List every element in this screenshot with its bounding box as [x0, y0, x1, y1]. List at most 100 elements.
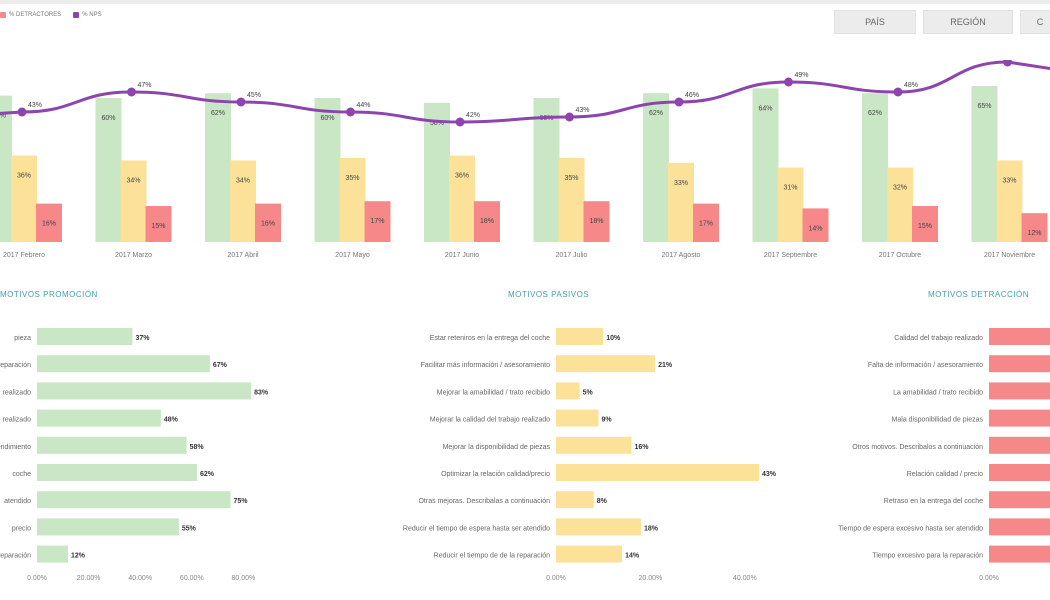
- bar-label-s1-9: 33%: [1002, 177, 1016, 184]
- x-tick-1: 20.00%: [77, 575, 101, 582]
- top-strip: [0, 0, 1050, 4]
- nps-label-3: 44%: [357, 102, 371, 109]
- bar-label-s2-4: 18%: [480, 218, 494, 225]
- category-label-2: La amabilidad / trato recibido: [893, 389, 983, 396]
- filter-button-region[interactable]: REGIÓN: [923, 10, 1013, 34]
- hbar-6: [556, 491, 594, 509]
- hbar-value-7: 55%: [182, 525, 197, 532]
- month-label-9: 2017 Noviembre: [984, 252, 1035, 259]
- bar-s1-1: [120, 160, 147, 242]
- bar-label-s1-8: 32%: [893, 185, 907, 192]
- legend-label-nps: % NPS: [82, 12, 102, 18]
- hbar-0: [989, 328, 1050, 345]
- promocion-bar-chart: pieza 37% reparación 67% realizado 83% realiza…: [0, 328, 269, 582]
- filter-button-pais[interactable]: PAÍS: [834, 10, 916, 34]
- category-label-2: realizado: [3, 389, 32, 396]
- month-label-8: 2017 Octubre: [879, 252, 922, 259]
- bar-label-s1-6: 33%: [674, 180, 688, 187]
- hbar-8: [989, 545, 1050, 563]
- legend-swatch-detractores: [0, 12, 6, 18]
- panel-title-promocion: MOTIVOS PROMOCIÓN: [0, 290, 98, 299]
- nps-label-4: 42%: [466, 112, 480, 119]
- category-label-4: atendimiento: [0, 444, 31, 451]
- bar-s2-1: [145, 206, 172, 242]
- panel-title-pasivos: MOTIVOS PASIVOS: [508, 290, 590, 299]
- bar-s0-7: [752, 88, 779, 243]
- bar-s2-5: [583, 201, 610, 242]
- bar-s2-2: [255, 203, 281, 242]
- hbar-7: [37, 518, 179, 536]
- hbar-2: [556, 382, 580, 400]
- bar-s1-2: [230, 160, 256, 242]
- hbar-value-6: 8%: [597, 498, 608, 505]
- bar-s2-7: [802, 208, 829, 242]
- monthly-nps-chart: 61% 36% 16% 2017 Febrero 60% 34% 15% 2017 Marzo…: [0, 60, 1050, 259]
- category-label-5: coche: [12, 471, 31, 478]
- bar-label-s2-2: 16%: [261, 221, 275, 228]
- category-label-1: Facilitar más información / asesoramient…: [420, 362, 550, 369]
- hbar-0: [37, 328, 133, 345]
- category-label-6: Retraso en la entrega del coche: [884, 498, 983, 505]
- category-label-7: Tiempo de espera excesivo hasta ser aten…: [838, 525, 983, 532]
- bar-label-s0-1: 60%: [101, 115, 115, 122]
- bar-label-s2-1: 15%: [151, 223, 165, 230]
- bar-s1-3: [339, 158, 366, 242]
- bar-label-s0-7: 64%: [758, 105, 772, 112]
- nps-point-6: [674, 97, 684, 107]
- x-tick-1: 20.00%: [639, 575, 663, 582]
- nps-point-4: [455, 117, 465, 127]
- hbar-1: [37, 355, 210, 373]
- bar-s1-0: [11, 155, 37, 242]
- category-label-4: Otros motivos. Describalos a continuació…: [852, 444, 983, 451]
- category-label-8: Reducir el tiempo de de la reparación: [434, 553, 550, 560]
- category-label-1: reparación: [0, 362, 31, 369]
- bar-label-s2-0: 16%: [42, 221, 56, 228]
- nps-label-8: 48%: [904, 82, 918, 89]
- hbar-2: [989, 382, 1050, 400]
- legend-label-detractores: % DETRACTORES: [9, 12, 62, 18]
- hbar-value-4: 58%: [190, 444, 205, 451]
- hbar-value-8: 14%: [625, 553, 640, 560]
- bar-s2-3: [364, 201, 391, 242]
- hbar-value-0: 37%: [135, 335, 150, 342]
- bar-label-s0-3: 60%: [320, 115, 334, 122]
- hbar-5: [37, 464, 197, 481]
- nps-point-3: [346, 107, 355, 117]
- bar-label-s1-3: 35%: [345, 175, 359, 182]
- bar-s0-2: [205, 93, 231, 242]
- chart-legend: % DETRACTORES % NPS: [0, 12, 102, 18]
- hbar-value-1: 21%: [658, 362, 673, 369]
- category-label-1: Falta de información / asesoramiento: [868, 362, 983, 369]
- panel-title-detraccion: MOTIVOS DETRACCIÓN: [928, 290, 1030, 299]
- legend-swatch-nps: [73, 12, 80, 18]
- hbar-4: [989, 436, 1050, 454]
- nps-point-9: [1003, 60, 1012, 67]
- hbar-3: [556, 409, 599, 427]
- nps-line: [0, 60, 1050, 124]
- hbar-1: [556, 355, 656, 373]
- category-label-0: Estar reteniros en la entrega del coche: [430, 335, 550, 342]
- hbar-value-3: 48%: [164, 417, 179, 424]
- x-tick-0: 0.00%: [546, 575, 566, 582]
- month-label-7: 2017 Septiembre: [764, 252, 817, 259]
- category-label-5: Relación calidad / precio: [907, 471, 983, 478]
- hbar-value-3: 9%: [601, 417, 612, 424]
- hbar-value-5: 62%: [200, 471, 215, 478]
- nps-label-5: 43%: [576, 107, 590, 114]
- bar-s0-8: [862, 93, 888, 242]
- bar-s1-9: [996, 160, 1023, 242]
- bar-label-s0-8: 62%: [868, 110, 882, 117]
- filter-button-c[interactable]: C: [1020, 10, 1050, 34]
- hbar-6: [989, 491, 1050, 509]
- bar-label-s2-8: 15%: [918, 223, 932, 230]
- category-label-0: Calidad del trabajo realizado: [894, 335, 983, 342]
- hbar-2: [37, 382, 252, 400]
- category-label-3: Mejorar la calidad del trabajo realizado: [430, 417, 550, 424]
- month-label-2: 2017 Abril: [227, 252, 259, 259]
- category-label-6: Otras mejoras. Describalas a continuació…: [418, 498, 550, 505]
- bar-label-s2-9: 12%: [1027, 230, 1041, 237]
- hbar-7: [989, 518, 1050, 536]
- hbar-3: [37, 409, 161, 427]
- hbar-value-6: 75%: [234, 498, 249, 505]
- bar-label-s0-6: 62%: [649, 110, 663, 117]
